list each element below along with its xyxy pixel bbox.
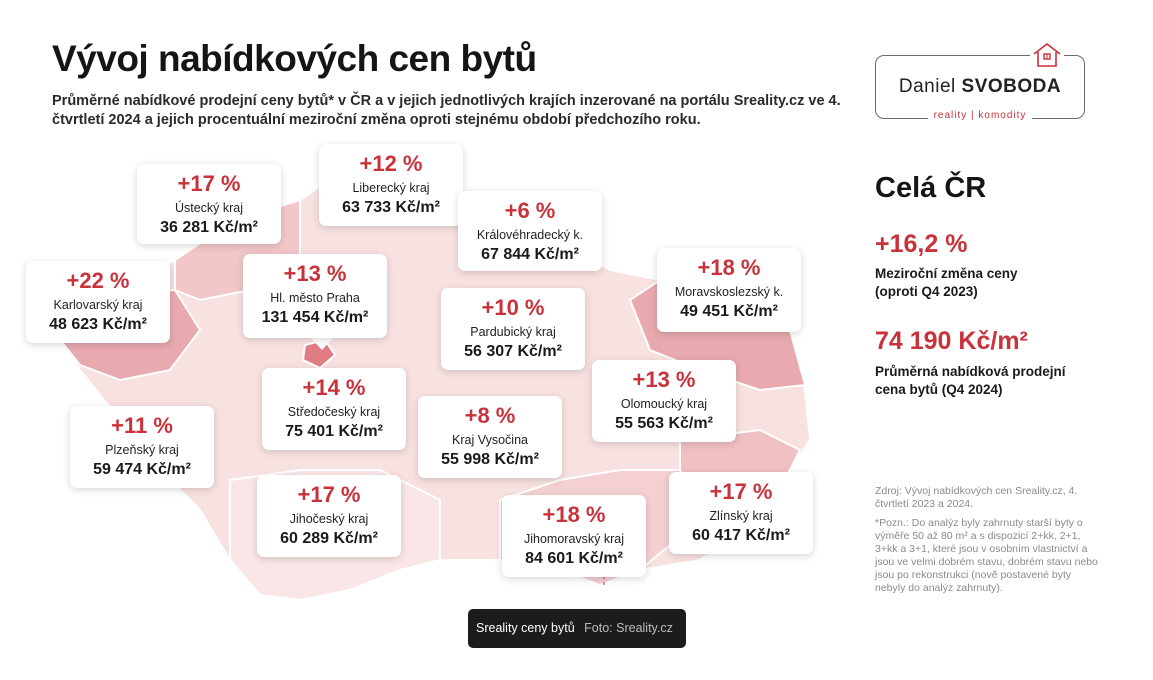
change-value: +11 % (111, 413, 173, 438)
card-stredocesky: +14 % Středočeský kraj 75 401 Kč/m² (262, 368, 406, 450)
region-name: Hl. město Praha (270, 291, 360, 305)
card-pardubicky: +10 % Pardubický kraj 56 307 Kč/m² (441, 288, 585, 370)
region-name: Karlovarský kraj (53, 298, 143, 312)
card-ustecky: +17 % Ústecký kraj 36 281 Kč/m² (137, 164, 281, 244)
summary-change: +16,2 % (875, 230, 968, 258)
price-value: 84 601 Kč/m² (525, 550, 623, 567)
card-zlinsky: +17 % Zlínský kraj 60 417 Kč/m² (669, 472, 813, 554)
price-value: 55 563 Kč/m² (615, 415, 713, 432)
source-note: Zdroj: Vývoj nabídkových cen Sreality.cz… (875, 485, 1078, 510)
region-name: Plzeňský kraj (105, 443, 179, 457)
region-name: Pardubický kraj (470, 325, 556, 339)
price-value: 49 451 Kč/m² (680, 303, 778, 320)
page-title: Vývoj nabídkových cen bytů (52, 38, 537, 79)
caption-title: Sreality ceny bytů (476, 621, 575, 635)
change-value: +22 % (66, 268, 130, 293)
price-value: 59 474 Kč/m² (93, 461, 191, 478)
price-value: 67 844 Kč/m² (481, 246, 579, 263)
card-jihocesky: +17 % Jihočeský kraj 60 289 Kč/m² (257, 475, 401, 557)
summary-heading: Celá ČR (875, 172, 987, 204)
change-value: +13 % (283, 261, 347, 286)
summary-price: 74 190 Kč/m² (875, 327, 1028, 355)
region-name: Královéhradecký k. (476, 228, 584, 242)
region-name: Liberecký kraj (352, 181, 430, 195)
change-value: +17 % (709, 479, 773, 504)
card-jihomoravsky: +18 % Jihomoravský kraj 84 601 Kč/m² (502, 495, 646, 577)
change-value: +18 % (697, 255, 761, 280)
card-kralovehradecky: +6 % Královéhradecký k. 67 844 Kč/m² (458, 191, 602, 271)
card-praha: +13 % Hl. město Praha 131 454 Kč/m² (243, 254, 387, 338)
price-value: 131 454 Kč/m² (261, 309, 369, 326)
card-karlovarsky: +22 % Karlovarský kraj 48 623 Kč/m² (26, 261, 170, 343)
price-value: 63 733 Kč/m² (342, 199, 440, 216)
summary-price-label: Průměrná nabídková prodejní cena bytů (Q… (875, 364, 1066, 397)
price-value: 36 281 Kč/m² (160, 219, 258, 236)
summary-change-label: Meziroční změna ceny (oproti Q4 2023) (875, 266, 1018, 299)
card-moravskoslezsky: +18 % Moravskoslezský k. 49 451 Kč/m² (657, 248, 801, 332)
region-name: Jihočeský kraj (289, 512, 369, 526)
change-value: +6 % (504, 198, 556, 223)
footnote: *Pozn.: Do analýz byly zahrnuty starší b… (875, 517, 1098, 594)
change-value: +12 % (359, 151, 423, 176)
change-value: +17 % (177, 171, 241, 196)
card-liberecky: +12 % Liberecký kraj 63 733 Kč/m² (319, 144, 463, 226)
logo-tagline: reality | komodity (876, 110, 1084, 121)
caption-credit: Foto: Sreality.cz (584, 621, 673, 635)
logo-name: Daniel SVOBODA (876, 76, 1084, 98)
price-value: 75 401 Kč/m² (285, 423, 383, 440)
card-plzensky: +11 % Plzeňský kraj 59 474 Kč/m² (70, 406, 214, 488)
region-name: Zlínský kraj (709, 509, 773, 523)
price-value: 55 998 Kč/m² (441, 451, 539, 468)
price-value: 56 307 Kč/m² (464, 343, 562, 360)
image-caption: Sreality ceny bytů Foto: Sreality.cz (468, 609, 686, 648)
change-value: +14 % (302, 375, 366, 400)
region-name: Moravskoslezský k. (674, 285, 784, 299)
card-vysocina: +8 % Kraj Vysočina 55 998 Kč/m² (418, 396, 562, 478)
price-value: 60 289 Kč/m² (280, 530, 378, 547)
region-name: Kraj Vysočina (452, 433, 528, 447)
region-name: Jihomoravský kraj (523, 532, 625, 546)
change-value: +18 % (542, 502, 606, 527)
change-value: +10 % (481, 295, 545, 320)
region-name: Středočeský kraj (287, 405, 381, 419)
change-value: +13 % (632, 367, 696, 392)
logo-first-name: Daniel (898, 76, 956, 97)
region-name: Ústecký kraj (174, 201, 244, 215)
change-value: +8 % (464, 403, 516, 428)
change-value: +17 % (297, 482, 361, 507)
price-value: 48 623 Kč/m² (49, 316, 147, 333)
card-olomoucky: +13 % Olomoucký kraj 55 563 Kč/m² (592, 360, 736, 442)
house-icon (1030, 41, 1064, 69)
logo-last-name: SVOBODA (961, 76, 1062, 97)
price-value: 60 417 Kč/m² (692, 527, 790, 544)
region-name: Olomoucký kraj (620, 397, 708, 411)
page-subtitle: Průměrné nabídkové prodejní ceny bytů* v… (52, 93, 841, 128)
